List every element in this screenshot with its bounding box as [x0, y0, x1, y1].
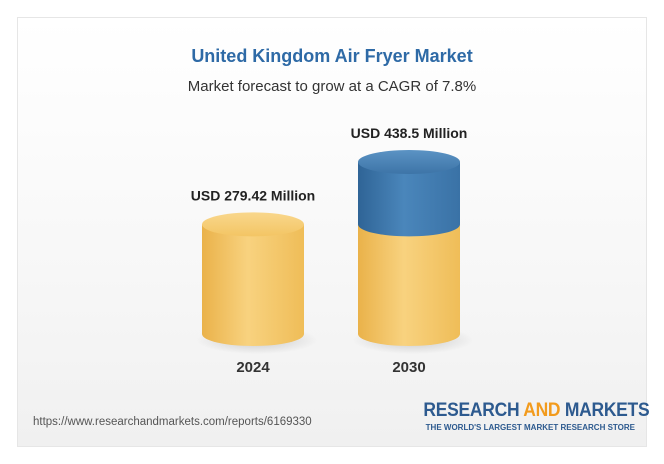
brand-logo: RESEARCH AND MARKETS THE WORLD'S LARGEST… [405, 400, 650, 432]
chart-card [17, 17, 647, 447]
brand-tagline: THE WORLD'S LARGEST MARKET RESEARCH STOR… [425, 423, 635, 432]
value-label: USD 279.42 Million [191, 187, 315, 203]
bar-2030-growth-body [358, 162, 460, 237]
category-label: 2030 [392, 359, 425, 376]
bar-2030-growth-top [358, 150, 460, 174]
value-label: USD 438.5 Million [351, 125, 468, 141]
category-label: 2024 [236, 359, 270, 376]
chart-title: United Kingdom Air Fryer Market [191, 46, 473, 66]
bar-2024-top [202, 212, 304, 237]
bar-2024-body [202, 224, 304, 346]
source-url[interactable]: https://www.researchandmarkets.com/repor… [33, 416, 312, 428]
brand-name: RESEARCH AND MARKETS [423, 400, 650, 421]
chart-subtitle: Market forecast to grow at a CAGR of 7.8… [187, 78, 477, 95]
bar-2030-base-body [358, 224, 460, 346]
